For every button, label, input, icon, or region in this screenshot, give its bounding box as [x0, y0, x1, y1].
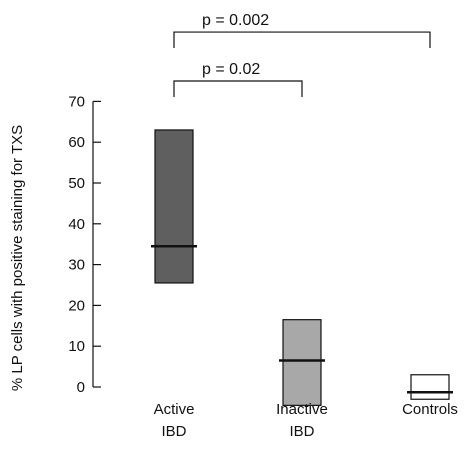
y-tick-label: 10: [68, 338, 85, 355]
y-axis: 0 10 20 30 40 50 60 70: [68, 93, 101, 396]
y-tick-label: 50: [68, 175, 85, 192]
y-tick-label: 0: [77, 379, 85, 396]
y-tick-label: 30: [68, 257, 85, 274]
p-value-label: p = 0.002: [202, 12, 269, 29]
y-tick-label: 70: [68, 93, 85, 110]
range-bar: [410, 374, 450, 400]
y-tick-label: 40: [68, 216, 85, 233]
range-bar: [154, 129, 194, 284]
x-tick-label: Controls: [402, 401, 458, 418]
x-tick-labels: Active IBD Inactive IBD Controls: [154, 401, 458, 440]
significance-bracket: [173, 31, 431, 49]
significance-brackets: p = 0.02 p = 0.002: [173, 12, 431, 97]
y-tick-label: 20: [68, 297, 85, 314]
range-bar: [282, 319, 322, 406]
x-tick-label: Active: [154, 401, 195, 418]
p-value-label: p = 0.02: [202, 61, 260, 78]
y-tick-label: 60: [68, 134, 85, 151]
y-axis-label: % LP cells with positive staining for TX…: [9, 125, 26, 391]
x-tick-label: IBD: [161, 423, 186, 440]
significance-bracket: [173, 80, 303, 97]
x-tick-label: Inactive: [276, 401, 328, 418]
x-tick-label: IBD: [289, 423, 314, 440]
range-bars: [151, 129, 453, 406]
